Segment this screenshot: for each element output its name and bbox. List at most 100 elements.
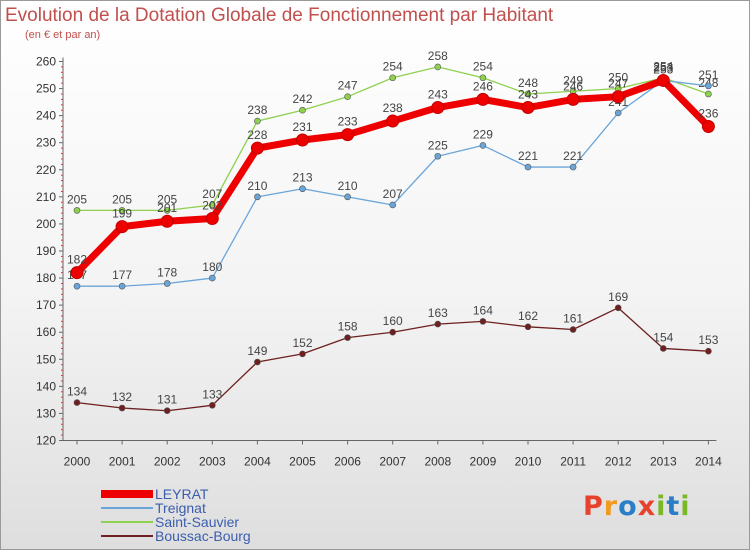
data-label-leyrat: 243 <box>428 88 448 102</box>
x-tick-label: 2009 <box>470 455 497 469</box>
data-label-boussac-bourg: 133 <box>202 387 222 401</box>
legend-label: Treignat <box>155 500 206 516</box>
x-tick-label: 2004 <box>244 455 271 469</box>
x-tick-label: 2005 <box>289 455 316 469</box>
data-point-leyrat <box>521 101 535 115</box>
data-label-leyrat: 246 <box>563 79 583 93</box>
data-point-leyrat <box>296 133 309 147</box>
data-label-saint-sauvier: 238 <box>247 103 267 117</box>
data-label-treignat: 229 <box>473 127 493 141</box>
data-point-treignat <box>73 282 81 290</box>
data-point-leyrat <box>386 114 400 128</box>
data-point-treignat <box>524 163 532 171</box>
data-label-boussac-bourg: 169 <box>608 290 628 304</box>
y-tick-label: 120 <box>36 434 56 448</box>
data-label-leyrat: 199 <box>112 207 132 221</box>
data-point-boussac-bourg <box>614 304 622 312</box>
data-point-boussac-bourg <box>254 358 261 366</box>
x-tick-label: 2010 <box>515 455 542 469</box>
data-label-treignat: 213 <box>292 171 312 185</box>
data-label-leyrat: 202 <box>202 199 222 213</box>
data-point-leyrat <box>476 92 490 106</box>
data-point-boussac-bourg <box>118 404 126 412</box>
x-tick-label: 2008 <box>424 455 451 469</box>
y-tick-label: 250 <box>36 82 56 96</box>
y-tick-label: 180 <box>36 271 56 285</box>
x-tick-label: 2013 <box>650 455 677 469</box>
data-label-treignat: 177 <box>112 268 132 282</box>
y-tick-label: 240 <box>36 109 56 123</box>
data-point-saint-sauvier <box>209 201 216 209</box>
data-label-boussac-bourg: 153 <box>698 333 718 347</box>
data-label-saint-sauvier: 254 <box>383 60 403 74</box>
data-point-boussac-bourg <box>434 320 442 328</box>
chart-subtitle: (en € et par an) <box>25 29 101 41</box>
proxiti-logo: Proxiti <box>583 491 691 522</box>
y-tick-label: 260 <box>36 55 56 69</box>
data-point-saint-sauvier <box>254 117 261 125</box>
data-point-leyrat <box>431 101 445 115</box>
data-point-saint-sauvier <box>705 90 712 98</box>
data-label-boussac-bourg: 131 <box>157 393 177 407</box>
data-point-treignat <box>299 185 306 193</box>
data-label-saint-sauvier: 254 <box>653 60 673 74</box>
x-tick-label: 2001 <box>109 455 136 469</box>
data-point-boussac-bourg <box>479 318 487 325</box>
data-point-saint-sauvier <box>389 74 397 82</box>
data-label-leyrat: 233 <box>338 115 358 129</box>
x-tick-label: 2000 <box>64 455 91 469</box>
data-point-boussac-bourg <box>73 399 81 406</box>
data-label-treignat: 251 <box>698 68 718 82</box>
data-point-boussac-bourg <box>569 326 577 333</box>
data-label-saint-sauvier: 205 <box>157 192 177 206</box>
data-label-treignat: 221 <box>563 149 583 163</box>
data-point-saint-sauvier <box>118 207 126 214</box>
data-point-boussac-bourg <box>163 407 171 415</box>
data-label-saint-sauvier: 249 <box>563 73 583 87</box>
logo-letter: t <box>666 491 681 522</box>
data-point-leyrat <box>656 73 670 87</box>
data-label-boussac-bourg: 132 <box>112 390 132 404</box>
data-label-treignat: 221 <box>518 149 538 163</box>
data-label-boussac-bourg: 162 <box>518 309 538 323</box>
logo-letter: P <box>583 491 604 522</box>
data-point-saint-sauvier <box>479 74 487 82</box>
data-point-leyrat <box>205 212 219 226</box>
y-tick-label: 230 <box>36 136 56 150</box>
data-point-boussac-bourg <box>389 328 397 336</box>
data-label-leyrat: 182 <box>67 253 87 267</box>
data-label-leyrat: 253 <box>653 60 673 74</box>
y-tick-label: 130 <box>36 406 56 420</box>
y-tick-label: 190 <box>36 244 56 258</box>
y-tick-label: 200 <box>36 217 56 231</box>
x-tick-label: 2003 <box>199 455 226 469</box>
legend-label: Saint-Sauvier <box>155 514 240 530</box>
legend-label: LEYRAT <box>155 486 209 502</box>
data-label-treignat: 210 <box>247 179 267 193</box>
y-tick-label: 170 <box>36 298 56 312</box>
data-point-saint-sauvier <box>344 93 351 100</box>
data-point-saint-sauvier <box>524 90 532 98</box>
data-point-treignat <box>389 201 397 209</box>
data-point-saint-sauvier <box>73 207 81 214</box>
data-label-leyrat: 231 <box>292 120 312 134</box>
logo-letter: o <box>618 491 638 522</box>
data-point-treignat <box>209 274 216 282</box>
data-point-saint-sauvier <box>299 106 306 114</box>
legend-swatch <box>101 535 153 537</box>
data-point-leyrat <box>611 90 625 104</box>
data-label-leyrat: 201 <box>157 201 177 215</box>
data-point-leyrat <box>70 266 84 280</box>
data-point-leyrat <box>566 92 580 106</box>
y-tick-label: 220 <box>36 163 56 177</box>
x-tick-label: 2012 <box>605 455 632 469</box>
logo-letter: i <box>680 491 691 522</box>
data-label-treignat: 178 <box>157 265 177 279</box>
data-label-boussac-bourg: 152 <box>292 336 312 350</box>
data-point-leyrat <box>160 214 174 228</box>
data-point-treignat <box>614 109 622 117</box>
legend-label: Boussac-Bourg <box>155 528 251 544</box>
data-label-leyrat: 246 <box>473 79 493 93</box>
